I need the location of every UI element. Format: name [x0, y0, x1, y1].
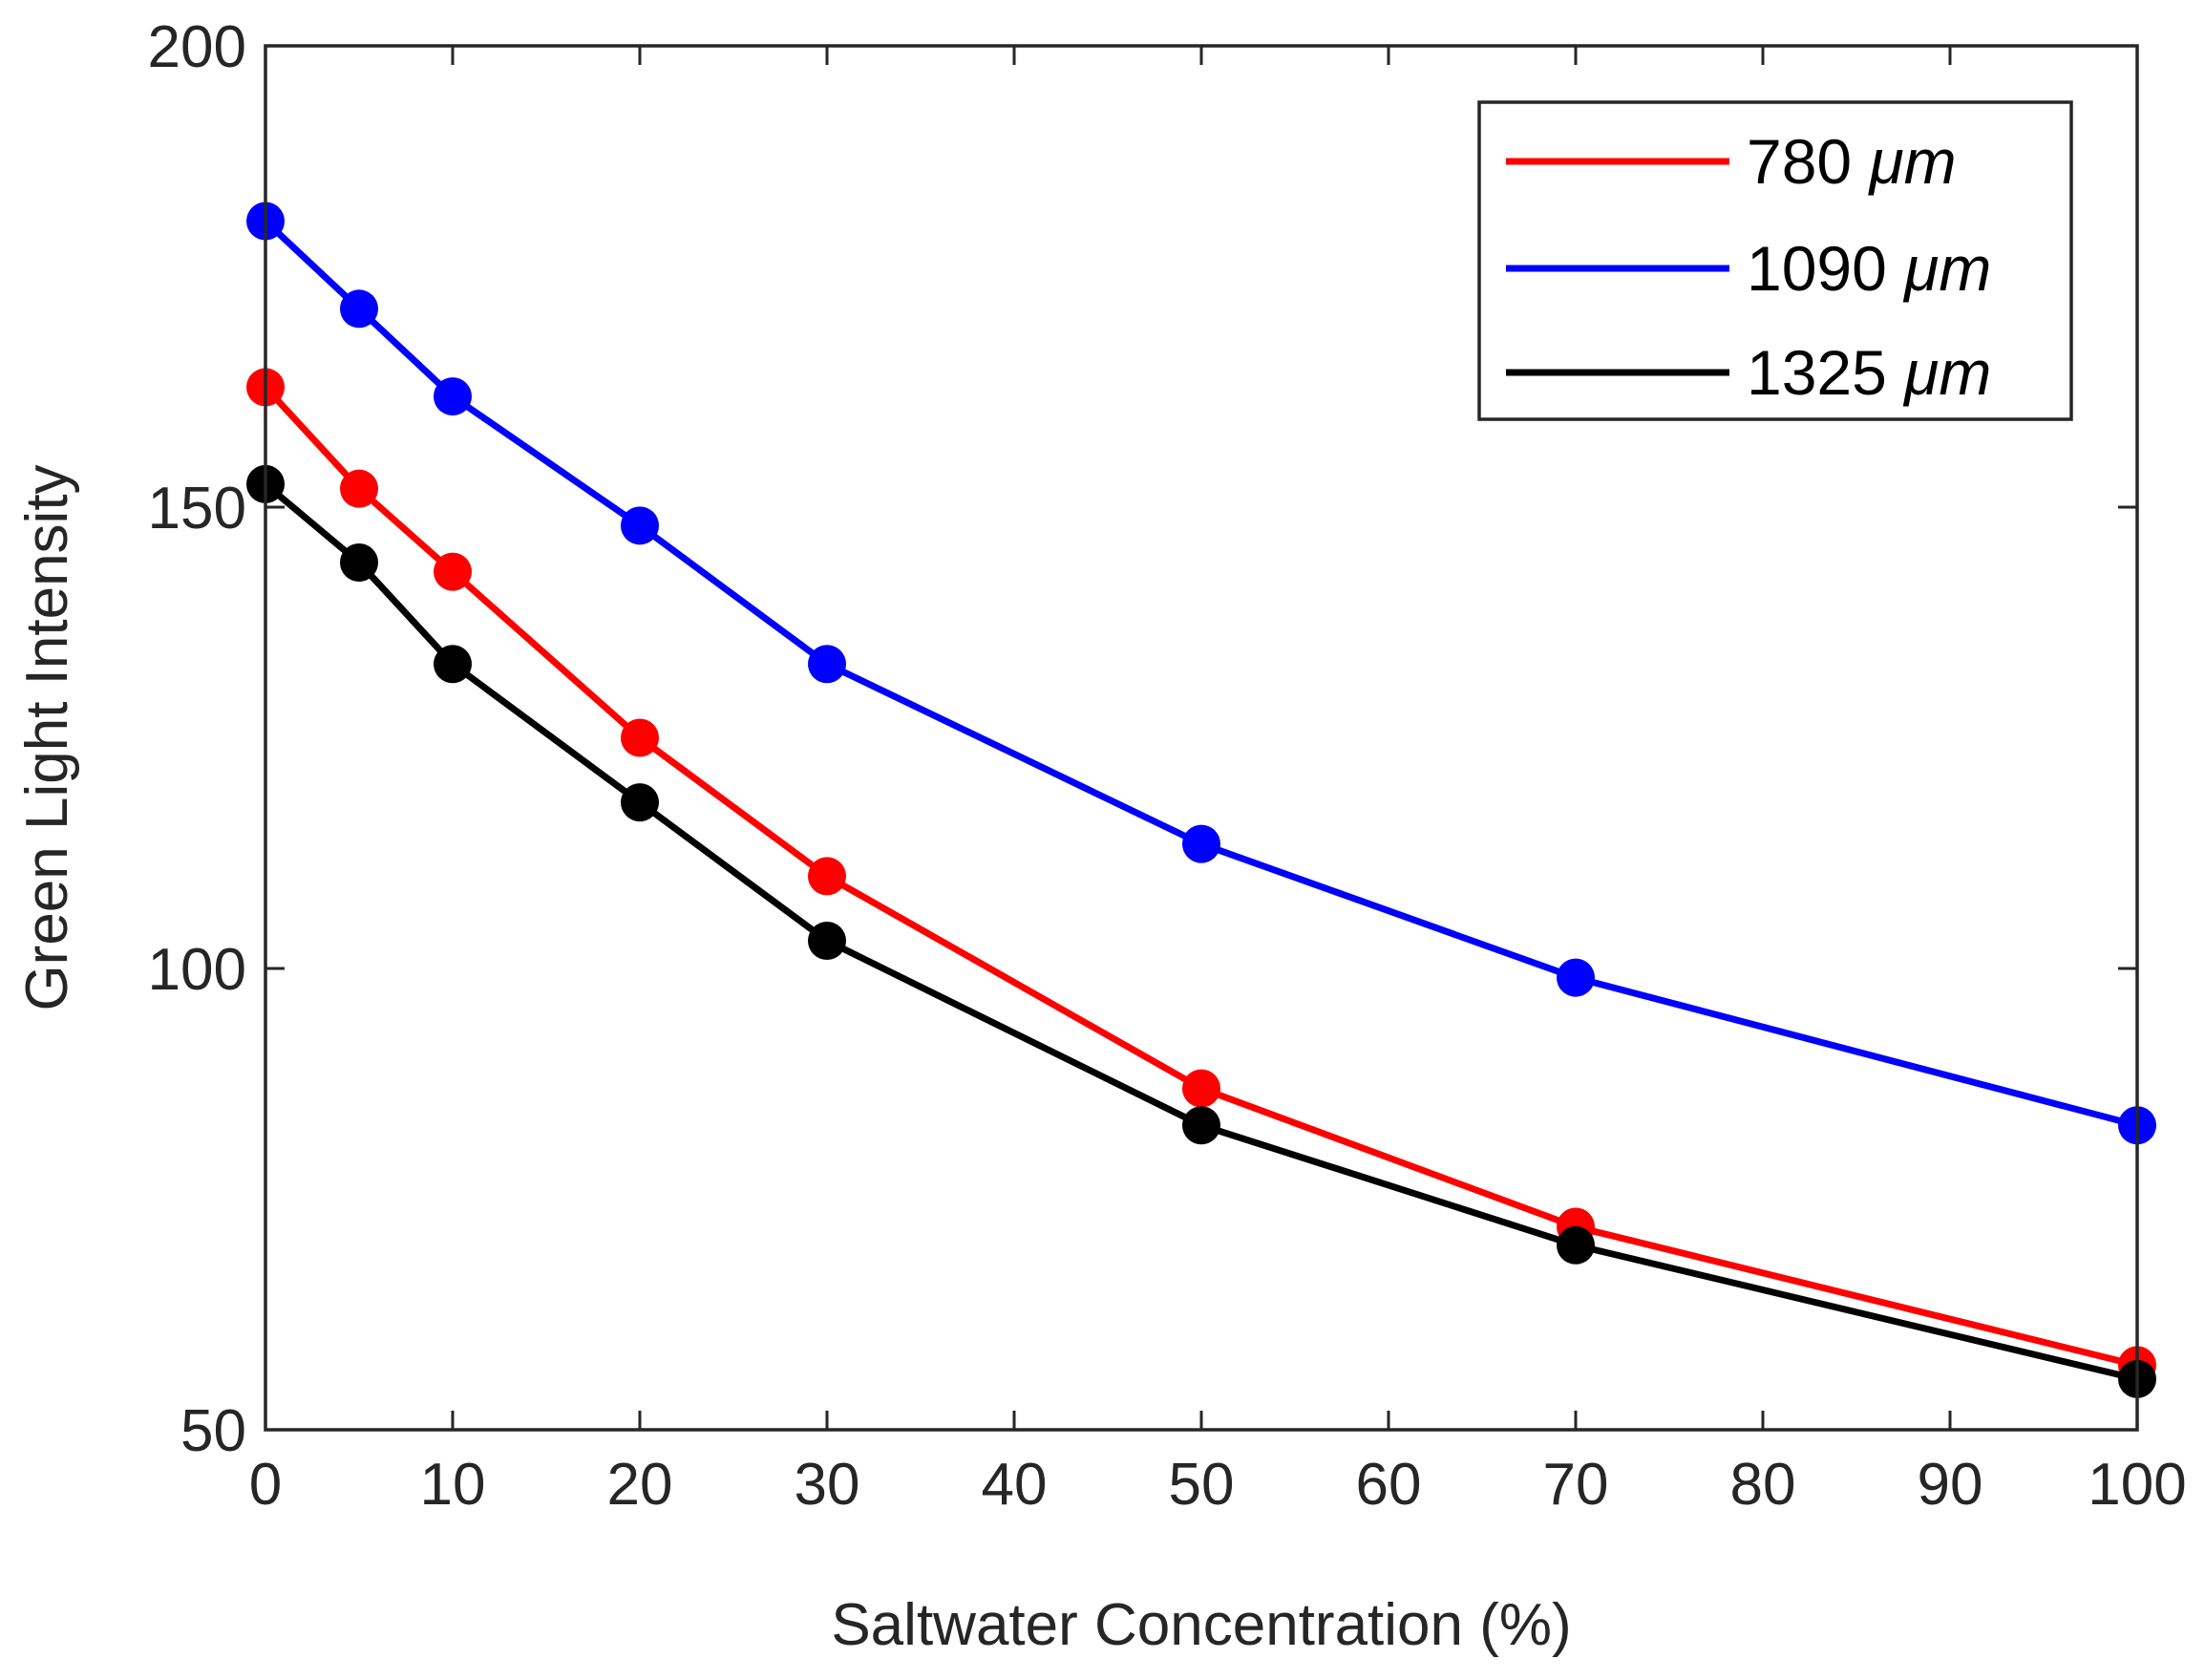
- data-point: [1557, 958, 1595, 997]
- legend-unit: μm: [1902, 337, 1991, 408]
- y-axis-title: Green Light Intensity: [14, 464, 80, 1010]
- legend-box: [1477, 100, 2073, 421]
- tick-labels: 0 10 20 30 40 50 60 70 80 90 100 50 100 150 200: [148, 14, 2187, 1518]
- y-tick-label: 150: [148, 476, 246, 542]
- legend-label-1325: 1325 μm: [1747, 337, 1991, 408]
- y-tick-label: 200: [148, 14, 246, 80]
- x-tick-label: 80: [1730, 1452, 1796, 1518]
- data-point: [1182, 824, 1220, 863]
- x-tick-label: 50: [1169, 1452, 1235, 1518]
- data-point: [1182, 1069, 1220, 1108]
- x-tick-label: 20: [607, 1452, 673, 1518]
- data-point: [434, 377, 472, 416]
- legend-unit: μm: [1867, 126, 1956, 197]
- plot-frame: [264, 44, 2139, 1432]
- legend-value: 1090: [1747, 233, 1887, 304]
- x-tick-label: 10: [420, 1452, 486, 1518]
- data-point: [1182, 1106, 1220, 1145]
- legend-label-780: 780 μm: [1747, 126, 1957, 197]
- data-point: [340, 542, 378, 582]
- data-point: [808, 645, 846, 684]
- legend-label-1090: 1090 μm: [1747, 233, 1991, 304]
- legend-unit: μm: [1902, 233, 1991, 304]
- series-line-780: [263, 385, 2138, 1369]
- x-tick-label: 90: [1918, 1452, 1983, 1518]
- legend-value: 1325: [1747, 337, 1887, 408]
- data-point: [621, 506, 659, 545]
- data-point: [808, 857, 846, 896]
- data-point: [434, 645, 472, 684]
- x-axis-title: Saltwater Concentration (%): [831, 1592, 1571, 1658]
- data-point: [434, 552, 472, 591]
- data-point: [808, 922, 846, 961]
- series-line-1325: [263, 481, 2138, 1383]
- x-tick-label: 70: [1543, 1452, 1609, 1518]
- series-line-1090: [263, 218, 2138, 1129]
- data-point: [1557, 1225, 1595, 1265]
- legend-value: 780: [1747, 126, 1852, 197]
- data-point: [621, 718, 659, 757]
- data-point: [340, 289, 378, 329]
- x-tick-label: 30: [795, 1452, 860, 1518]
- data-point: [340, 469, 378, 508]
- data-point: [621, 783, 659, 822]
- y-tick-label: 100: [148, 937, 246, 1003]
- x-tick-label: 0: [249, 1452, 282, 1518]
- y-tick-label: 50: [180, 1398, 246, 1464]
- x-tick-label: 100: [2088, 1452, 2186, 1518]
- x-tick-label: 60: [1356, 1452, 1422, 1518]
- x-tick-label: 40: [982, 1452, 1048, 1518]
